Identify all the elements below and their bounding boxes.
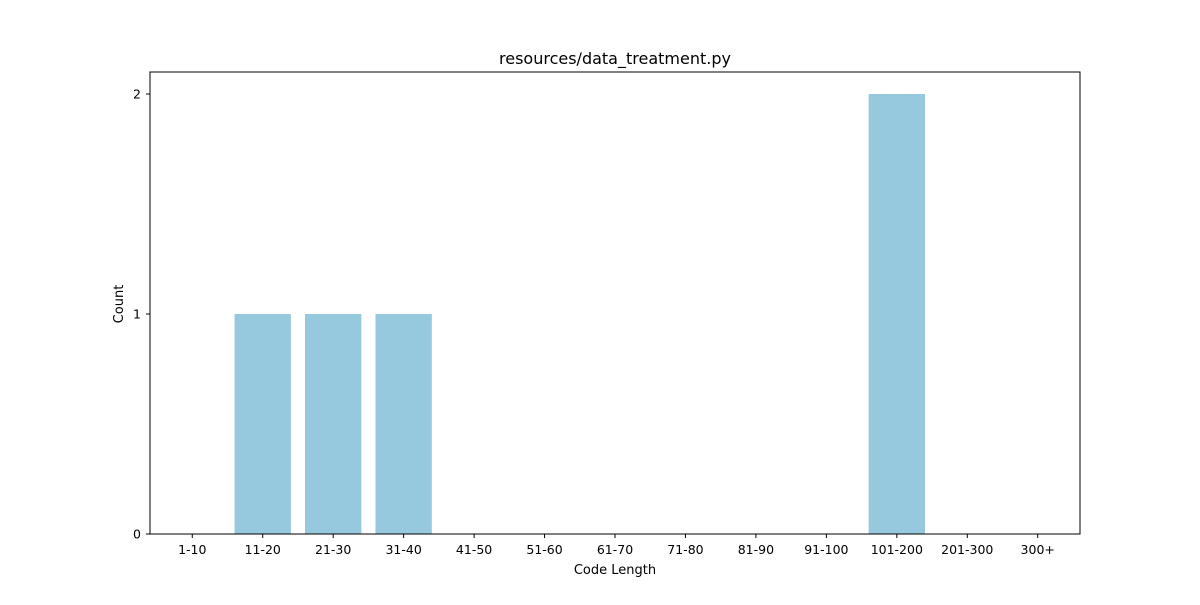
- x-tick-label: 1-10: [178, 542, 206, 557]
- x-tick-label: 201-300: [941, 542, 993, 557]
- bar-21-30: [305, 314, 362, 534]
- x-tick-label: 31-40: [385, 542, 421, 557]
- x-tick-label: 61-70: [597, 542, 633, 557]
- x-tick-label: 51-60: [526, 542, 562, 557]
- y-ticks-group: 0 1 2: [133, 87, 150, 542]
- x-axis-label: Code Length: [574, 563, 656, 578]
- y-tick-label: 2: [133, 87, 141, 102]
- x-tick-label: 71-80: [667, 542, 703, 557]
- x-ticks-group: 1-10 11-20 21-30 31-40 41-50 51-60 61-70 71-80 8…: [178, 534, 1055, 557]
- x-tick-label: 300+: [1021, 542, 1055, 557]
- chart-title: resources/data_treatment.py: [499, 49, 731, 69]
- bars-group: [234, 94, 925, 534]
- y-tick-label: 0: [133, 527, 141, 542]
- plot-frame: [149, 71, 1081, 535]
- bar-101-200: [868, 94, 925, 534]
- x-tick-label: 21-30: [315, 542, 351, 557]
- bar-11-20: [234, 314, 291, 534]
- x-tick-label: 41-50: [456, 542, 492, 557]
- y-tick-label: 1: [133, 307, 141, 322]
- y-axis-label: Count: [112, 285, 127, 324]
- bar-31-40: [375, 314, 432, 534]
- x-tick-label: 81-90: [738, 542, 774, 557]
- x-tick-label: 11-20: [245, 542, 281, 557]
- x-tick-label: 91-100: [804, 542, 848, 557]
- x-tick-label: 101-200: [871, 542, 923, 557]
